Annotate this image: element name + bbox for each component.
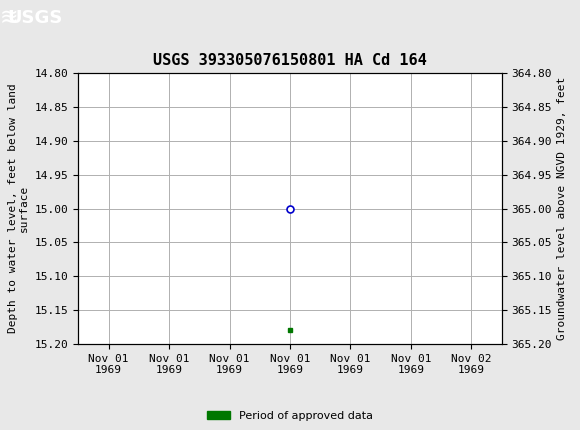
Y-axis label: Depth to water level, feet below land
surface: Depth to water level, feet below land su… — [8, 84, 29, 333]
Y-axis label: Groundwater level above NGVD 1929, feet: Groundwater level above NGVD 1929, feet — [557, 77, 567, 340]
Text: USGS: USGS — [7, 9, 63, 27]
Legend: Period of approved data: Period of approved data — [203, 406, 377, 425]
Text: ≋: ≋ — [0, 8, 18, 28]
Title: USGS 393305076150801 HA Cd 164: USGS 393305076150801 HA Cd 164 — [153, 53, 427, 68]
